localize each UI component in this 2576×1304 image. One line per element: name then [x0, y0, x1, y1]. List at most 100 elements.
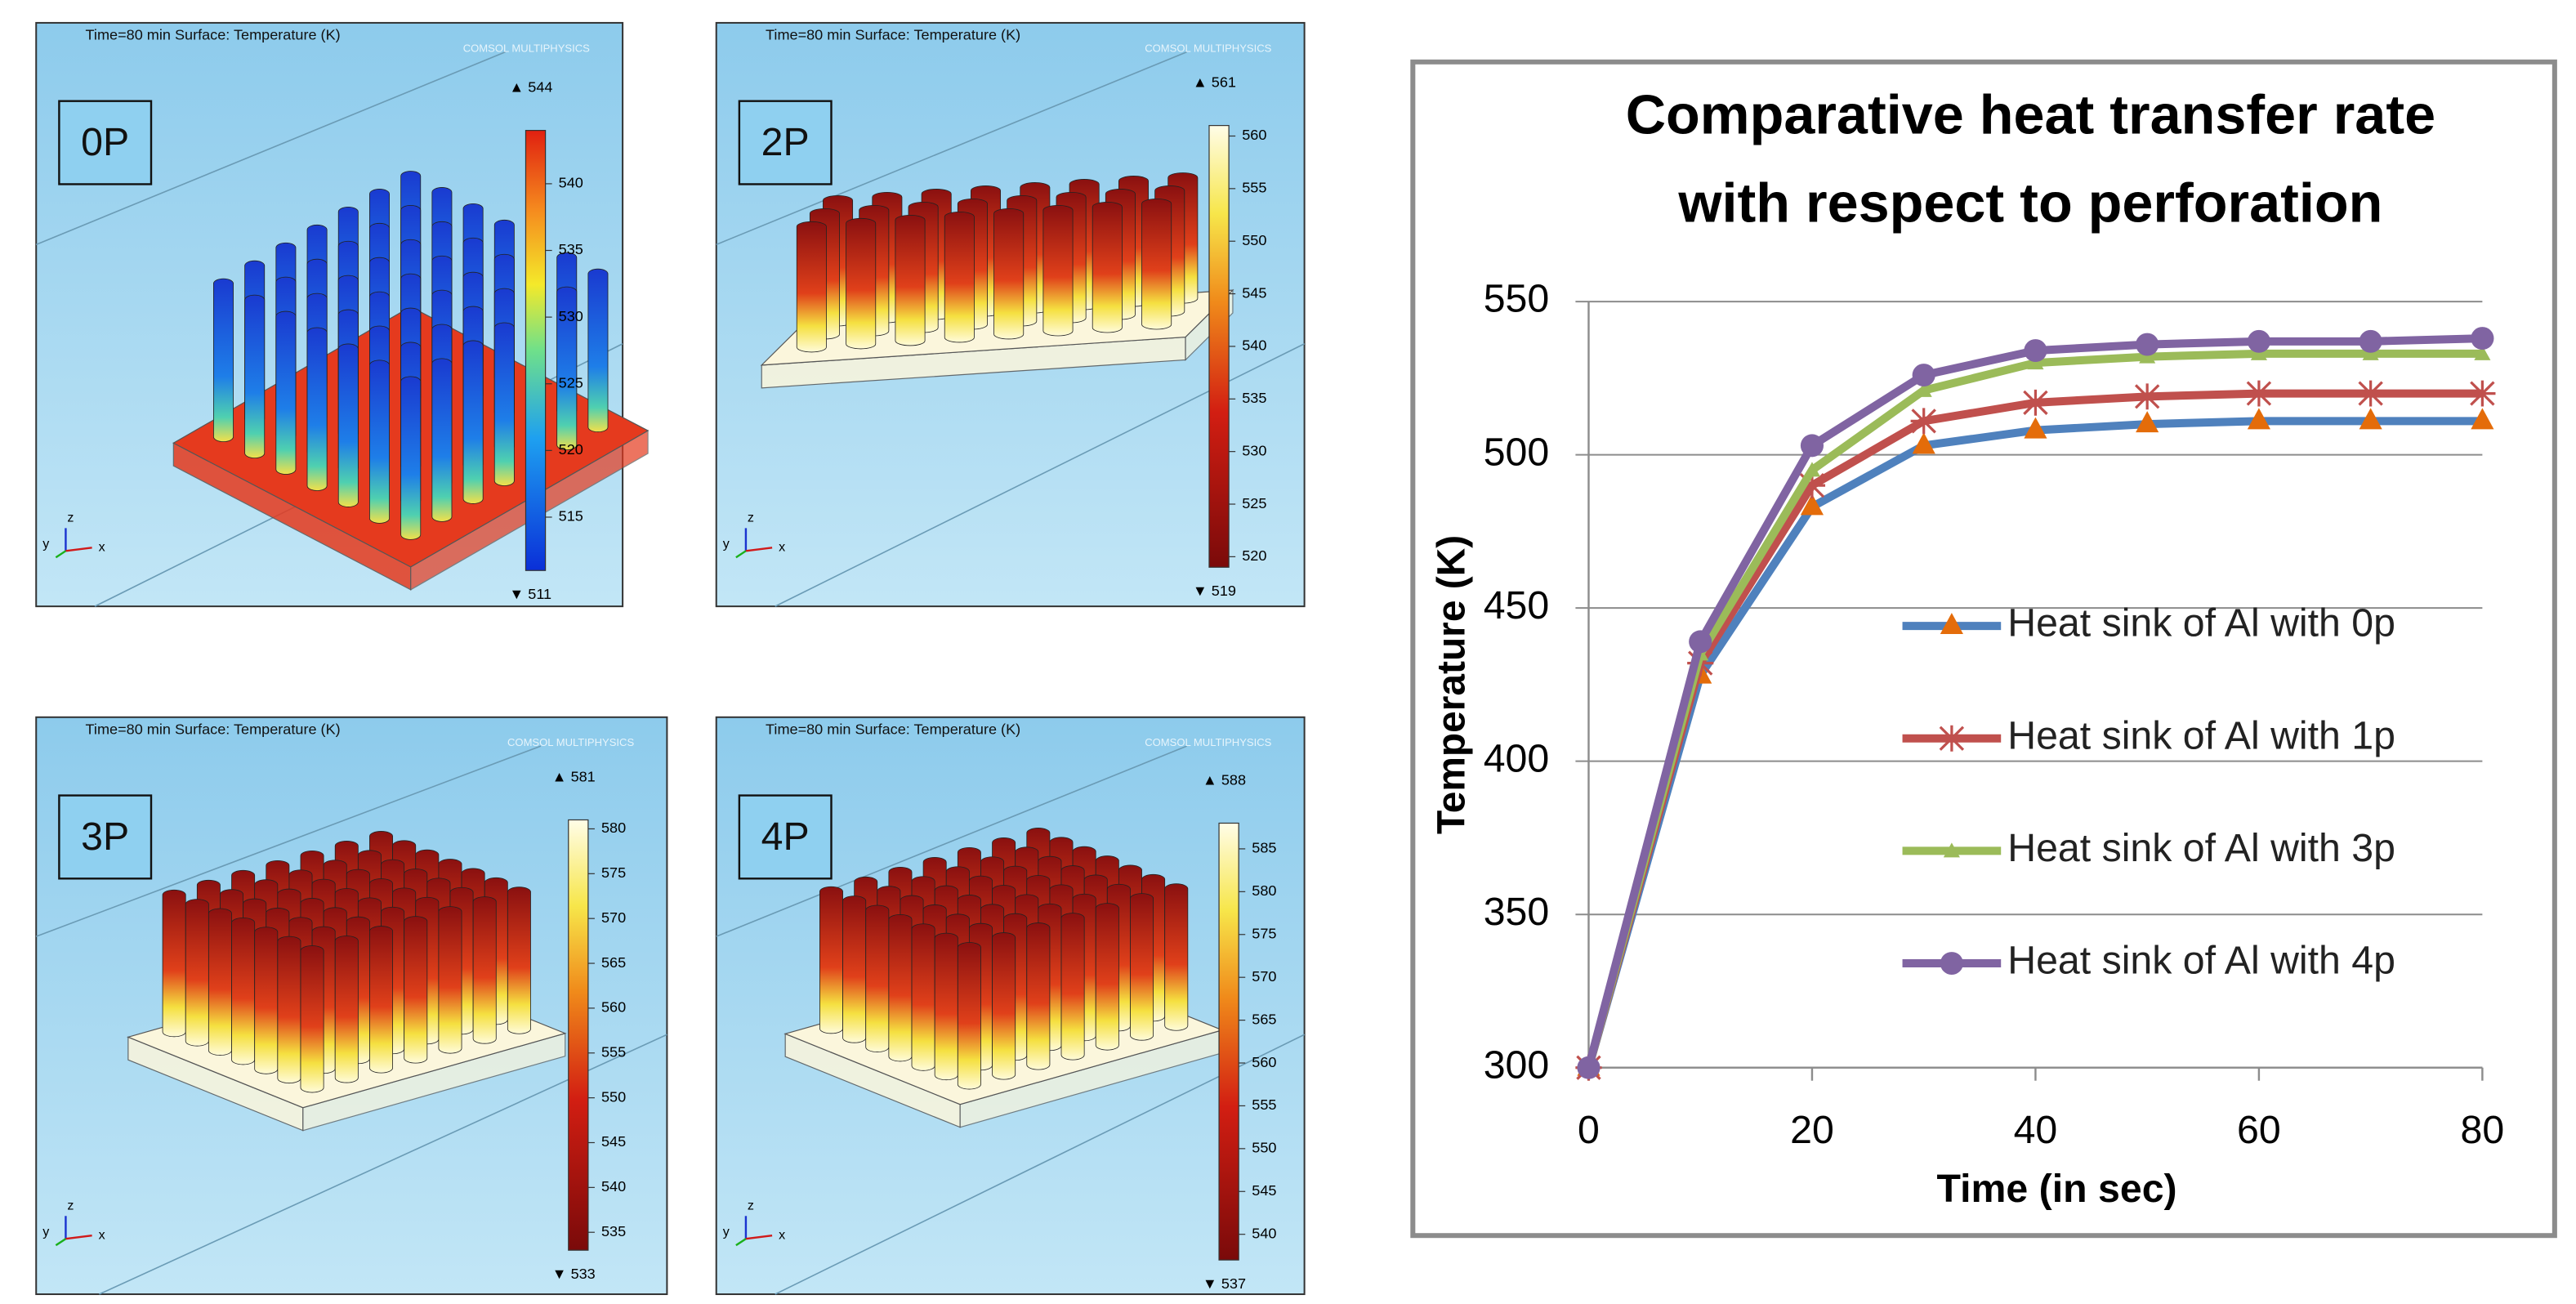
colorbar-tick-label: 535	[559, 241, 583, 257]
data-point	[1803, 462, 1821, 477]
data-point	[2469, 380, 2496, 407]
triad-axis	[745, 1235, 773, 1240]
fin-pin	[1026, 922, 1051, 1070]
triad-axis	[55, 550, 67, 559]
colorbar-tick-label: 565	[601, 954, 626, 971]
sim-panel: Time=80 min Surface: Temperature (K) COMS…	[35, 21, 650, 608]
fin-pin	[819, 886, 843, 1034]
chart-title: Comparative heat transfer rate	[1626, 84, 2435, 146]
data-point	[2362, 345, 2379, 360]
data-point	[2359, 329, 2382, 353]
y-tick-label: 300	[1484, 1043, 1550, 1087]
data-point	[2357, 380, 2384, 407]
fin-pin	[888, 913, 913, 1062]
triad-label: y	[723, 537, 730, 552]
fin-pin	[934, 932, 958, 1081]
colorbar-tick-label: 535	[1242, 390, 1266, 406]
fin-pin	[472, 896, 497, 1044]
triad-label: z	[748, 511, 754, 525]
triad-label: x	[99, 540, 105, 555]
colorbar-tick-label: 560	[1252, 1054, 1276, 1070]
sim-panel: Time=80 min Surface: Temperature (K) COMS…	[35, 716, 668, 1296]
fin-pin	[462, 340, 484, 504]
colorbar-min: ▼ 537	[1203, 1275, 1246, 1292]
triad-label: z	[748, 1199, 754, 1213]
data-point	[2024, 417, 2047, 439]
colorbar-max: ▲ 544	[509, 79, 552, 96]
legend-symbol	[1943, 842, 1960, 858]
colorbar	[568, 819, 589, 1251]
colorbar-tick-label: 520	[1242, 547, 1266, 564]
data-point	[1800, 434, 1824, 458]
watermark: COMSOL MULTIPHYSICS	[463, 42, 591, 54]
triad-axis	[55, 1238, 67, 1247]
y-tick-label: 350	[1484, 890, 1550, 934]
data-point	[1689, 630, 1712, 654]
sim-panel: Time=80 min Surface: Temperature (K) COMS…	[715, 21, 1306, 608]
colorbar-min: ▼ 511	[509, 586, 551, 602]
triad-axis	[65, 547, 92, 552]
legend-label: Heat sink of Al with 0p	[2007, 601, 2395, 645]
fin-pin	[1042, 204, 1074, 337]
colorbar-tick-label: 530	[1242, 442, 1266, 458]
fin-pin	[300, 945, 324, 1093]
colorbar-tick-label: 555	[1252, 1096, 1276, 1113]
colorbar-tick-label: 555	[1242, 180, 1266, 196]
data-point	[1800, 493, 1824, 516]
data-point	[2250, 345, 2267, 360]
legend-marker	[1940, 613, 1963, 635]
y-tick-label: 450	[1484, 583, 1550, 627]
triad-axis	[735, 550, 747, 559]
floor-line	[775, 1034, 1305, 1295]
fin-pin	[957, 942, 981, 1090]
data-point	[2134, 383, 2161, 410]
panel-label-box	[738, 794, 833, 880]
fin-pin	[306, 327, 328, 491]
colorbar-max: ▲ 581	[552, 768, 596, 784]
watermark: COMSOL MULTIPHYSICS	[1145, 42, 1272, 54]
data-point	[1910, 408, 1937, 435]
data-point	[2024, 339, 2047, 363]
triad-label: z	[67, 1199, 74, 1213]
fin-pin	[1164, 883, 1189, 1031]
legend-marker	[1940, 952, 1963, 976]
colorbar	[1208, 125, 1230, 568]
colorbar-tick-label: 560	[1242, 127, 1266, 143]
fin-pin	[275, 310, 297, 475]
colorbar-tick-label: 575	[601, 864, 626, 881]
data-point	[2027, 355, 2044, 370]
x-axis-title: Time (in sec)	[1937, 1167, 2177, 1211]
fin-pin	[1141, 198, 1172, 330]
triad-axis	[745, 547, 773, 552]
triad-axis	[65, 1235, 92, 1240]
colorbar-tick-label: 530	[559, 308, 583, 324]
fin-pin	[944, 211, 975, 343]
triad-label: x	[99, 1227, 105, 1242]
legend-symbol	[1940, 613, 1963, 635]
panel-label-box	[58, 794, 153, 880]
fin-pin	[993, 208, 1025, 340]
fin-pin	[796, 221, 827, 353]
fin-pin	[254, 927, 279, 1074]
colorbar-tick-label: 580	[601, 819, 626, 836]
triad-label: x	[779, 1227, 785, 1242]
colorbar-tick-label: 550	[1252, 1140, 1276, 1156]
data-point	[2136, 411, 2159, 433]
triad-label: y	[723, 1224, 730, 1239]
legend-symbol	[1938, 725, 1965, 752]
legend-symbol	[1940, 952, 1963, 976]
panel-label: 0P	[81, 120, 129, 164]
data-point	[2022, 389, 2049, 416]
data-point	[2245, 380, 2272, 407]
colorbar-tick-label: 580	[1252, 882, 1276, 899]
colorbar-min: ▼ 533	[552, 1266, 596, 1282]
data-point	[2471, 408, 2494, 430]
panel-header: Time=80 min Surface: Temperature (K)	[766, 721, 1020, 738]
chart-frame	[1410, 59, 2557, 1239]
colorbar-tick-label: 545	[601, 1133, 626, 1150]
colorbar-tick-label: 575	[1252, 926, 1276, 942]
data-point	[2136, 333, 2159, 356]
y-tick-label: 500	[1484, 430, 1550, 474]
fin-pin	[244, 294, 266, 458]
